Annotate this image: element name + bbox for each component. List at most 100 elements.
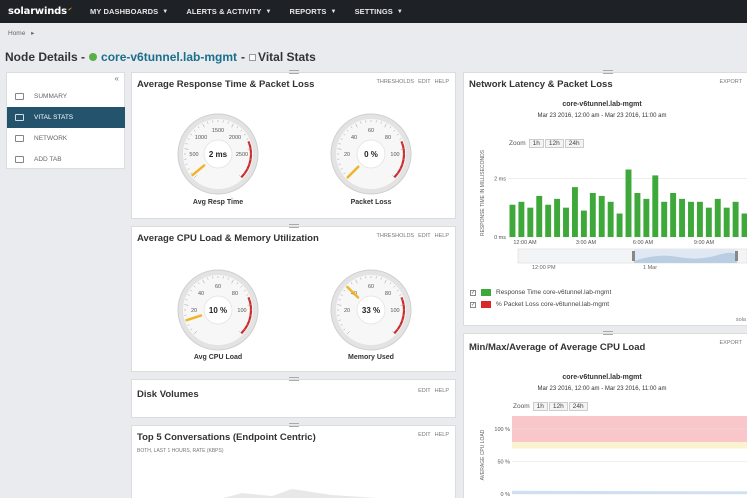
bar[interactable] [714,198,721,237]
latency-bar-chart[interactable]: RESPONSE TIME IN MILLISECONDS 2 ms 0 ms 12:… [464,143,747,293]
gauge-tick [193,285,196,288]
chevron-down-icon: ▼ [396,8,403,15]
drag-handle-icon[interactable] [288,70,299,74]
nav-settings[interactable]: SETTINGS ▼ [355,7,403,16]
bar[interactable] [598,195,605,237]
navigator-label: 12:00 PM [532,265,556,271]
bar[interactable] [545,204,552,237]
gauge-tick [400,304,405,306]
zoom-24h-button[interactable]: 24h [564,139,584,148]
legend-item-packet-loss[interactable]: ✓ % Packet Loss core-v6tunnel.lab-mgmt [470,301,609,308]
help-link[interactable]: HELP [434,233,449,239]
gauge-tick [350,282,353,285]
sidebar-item-add-tab[interactable]: ADD TAB [7,149,125,170]
cpu-load-area[interactable] [512,490,747,494]
chevron-down-icon: ▼ [330,8,337,15]
bar[interactable] [643,198,650,237]
node-name-link[interactable]: core-v6tunnel.lab-mgmt [101,50,238,64]
bar[interactable] [536,195,543,237]
edit-link[interactable]: EDIT [418,79,431,85]
thresholds-link[interactable]: THRESHOLDS [376,79,415,85]
bar[interactable] [589,193,596,237]
bar[interactable] [607,201,614,237]
gauge-tick-label: 20 [191,308,197,314]
bar[interactable] [670,193,677,237]
zoom-1h-button[interactable]: 1h [528,139,544,148]
collapse-sidebar-icon[interactable]: « [114,74,119,83]
bar[interactable] [661,201,668,237]
bar[interactable] [580,210,587,237]
navigator-handle-left[interactable] [632,251,635,261]
bar[interactable] [688,201,694,237]
cpu-load-area-chart[interactable]: AVERAGE CPU LOAD 100 % 50 % 0 % [464,408,747,498]
bar[interactable] [509,204,516,237]
edit-link[interactable]: EDIT [418,432,431,438]
bar[interactable] [527,207,534,237]
nav-alerts-activity[interactable]: ALERTS & ACTIVITY ▼ [186,7,271,16]
edit-link[interactable]: EDIT [418,233,431,239]
gauge-tick [340,294,343,296]
nav-label: ALERTS & ACTIVITY [186,7,262,16]
help-link[interactable]: HELP [434,388,449,394]
gauge-tick [190,172,193,175]
bar[interactable] [518,201,525,237]
bar[interactable] [652,175,659,237]
bar[interactable] [723,207,730,237]
zoom-24h-button[interactable]: 24h [568,402,588,411]
zoom-1h-button[interactable]: 1h [532,402,548,411]
bar[interactable] [563,207,569,237]
nav-my-dashboards[interactable]: MY DASHBOARDS ▼ [90,7,168,16]
export-link[interactable]: EXPORT [719,79,742,85]
sidebar-item-vital-stats[interactable]: VITAL STATS [7,107,125,128]
gauge-tick [389,126,392,129]
bar[interactable] [732,201,739,237]
bar[interactable] [634,193,641,237]
zoom-12h-button[interactable]: 12h [548,402,568,411]
avg-resp-time-gauge: 500 1000 1500 2000 2500 2 ms [177,113,259,195]
drag-handle-icon[interactable] [603,70,613,74]
navigator-handle-right[interactable] [735,251,738,261]
bar[interactable] [705,207,712,237]
help-link[interactable]: HELP [434,79,449,85]
breadcrumb-home-link[interactable]: Home [8,30,26,37]
node-status-icon [89,53,98,61]
thresholds-link[interactable]: THRESHOLDS [376,233,415,239]
drag-handle-icon[interactable] [288,377,299,381]
nav-reports[interactable]: REPORTS ▼ [290,7,337,16]
sidebar-item-summary[interactable]: SUMMARY [7,86,125,107]
gauge-hub [356,139,386,169]
bar[interactable] [625,169,632,237]
gauge-tick [380,277,382,280]
legend-checkbox[interactable]: ✓ [470,301,476,308]
gauge-danger-arc [240,296,253,335]
bar[interactable] [741,213,747,237]
gauge-tick [243,289,246,292]
gauge-danger-arc [393,140,406,179]
legend-checkbox[interactable]: ✓ [470,289,476,296]
warning-threshold-band [512,442,747,449]
drag-handle-icon[interactable] [603,331,613,335]
bar[interactable] [679,198,686,237]
gauge-tick [185,143,188,145]
x-tick-label: 6:00 AM [633,240,654,246]
bar[interactable] [696,201,703,237]
summary-icon [15,93,24,100]
bar[interactable] [571,187,578,237]
gauge-tick-label: 1000 [195,135,207,141]
export-link[interactable]: EXPORT [719,340,742,346]
sidebar-item-network[interactable]: NETWORK [7,128,125,149]
drag-handle-icon[interactable] [288,224,299,228]
solarwinds-logo[interactable]: solarwinds [8,6,72,17]
legend-item-response-time[interactable]: ✓ Response Time core-v6tunnel.lab-mgmt [470,289,611,296]
bar[interactable] [616,213,623,237]
edit-link[interactable]: EDIT [418,388,431,394]
network-latency-panel: Network Latency & Packet Loss EXPORT cor… [463,70,747,326]
bar[interactable] [554,198,561,237]
drag-handle-icon[interactable] [288,423,299,427]
zoom-12h-button[interactable]: 12h [544,139,564,148]
help-link[interactable]: HELP [434,432,449,438]
gauge-label: Packet Loss [350,199,392,206]
disk-volumes-panel: Disk Volumes EDIT HELP [131,377,456,418]
page-title-dash: - [241,50,246,64]
gauge-tick-label: 20 [344,308,350,314]
